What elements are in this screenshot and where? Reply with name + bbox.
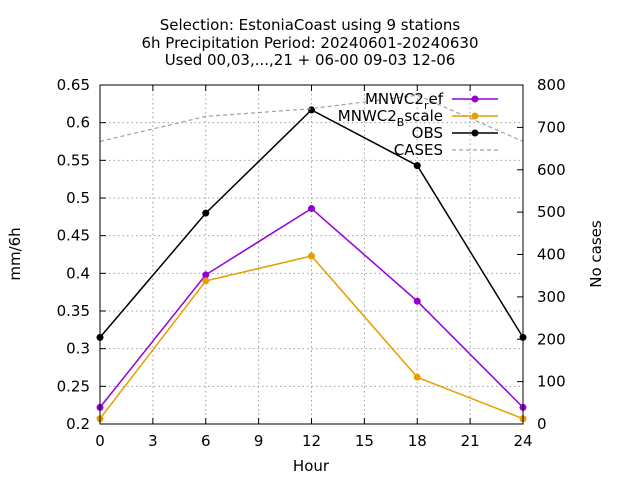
y2-tick-label: 0 — [537, 415, 547, 433]
y-axis-label: mm/6h — [6, 227, 24, 280]
axis-ticks: 0 3 6 9 12 15 18 21 24 0.2 0.25 0.3 0.35 0.4 0.45 0.5 0.… — [57, 76, 566, 450]
legend-marker — [471, 129, 479, 137]
y2-tick-label: 400 — [537, 246, 566, 264]
x-axis-label: Hour — [293, 457, 330, 475]
y-tick-label: 0.4 — [66, 264, 90, 282]
x-tick-label: 6 — [201, 432, 211, 450]
series-line-cases — [99, 94, 524, 142]
data-point — [413, 162, 421, 170]
x-tick-label: 18 — [408, 432, 427, 450]
data-point — [202, 271, 210, 279]
chart-title-line-1: Selection: EstoniaCoast using 9 stations — [160, 16, 461, 34]
y-tick-label: 0.2 — [66, 415, 90, 433]
x-tick-label: 3 — [148, 432, 158, 450]
y2-tick-label: 300 — [537, 288, 566, 306]
y-tick-label: 0.25 — [57, 377, 90, 395]
data-point — [308, 252, 315, 260]
x-tick-label: 15 — [355, 432, 374, 450]
data-point — [308, 205, 315, 213]
series-layer — [96, 94, 527, 423]
y-tick-label: 0.6 — [66, 114, 90, 132]
x-tick-label: 9 — [254, 432, 264, 450]
y2-axis-label: No cases — [587, 220, 605, 288]
x-tick-label: 24 — [513, 432, 532, 450]
y2-tick-label: 500 — [537, 203, 566, 221]
y-tick-label: 0.45 — [57, 227, 90, 245]
data-point — [308, 106, 315, 114]
data-point — [202, 209, 210, 217]
legend-label: CASES — [394, 141, 443, 159]
data-point — [413, 297, 421, 305]
legend-marker — [471, 112, 479, 120]
x-tick-label: 0 — [95, 432, 105, 450]
chart-title-line-2: 6h Precipitation Period: 20240601-202406… — [141, 34, 478, 52]
x-tick-label: 12 — [302, 432, 321, 450]
y-tick-label: 0.35 — [57, 302, 90, 320]
y2-tick-label: 800 — [537, 76, 566, 94]
y2-tick-label: 700 — [537, 118, 566, 136]
legend-label: MNWC2Bscale — [338, 107, 443, 129]
y-tick-label: 0.65 — [57, 76, 90, 94]
y2-tick-label: 100 — [537, 373, 566, 391]
data-point — [202, 277, 210, 285]
y-tick-label: 0.55 — [57, 151, 90, 169]
legend-label: OBS — [412, 124, 443, 142]
x-tick-label: 21 — [461, 432, 480, 450]
legend-marker — [471, 95, 479, 103]
legend-label: MNWC2ref — [365, 90, 444, 112]
chart-title-line-3: Used 00,03,...,21 + 06-00 09-03 12-06 — [165, 51, 456, 69]
y-tick-label: 0.3 — [66, 340, 90, 358]
y-tick-label: 0.5 — [66, 189, 90, 207]
y2-tick-label: 200 — [537, 330, 566, 348]
y2-tick-label: 600 — [537, 161, 566, 179]
data-point — [413, 373, 421, 381]
